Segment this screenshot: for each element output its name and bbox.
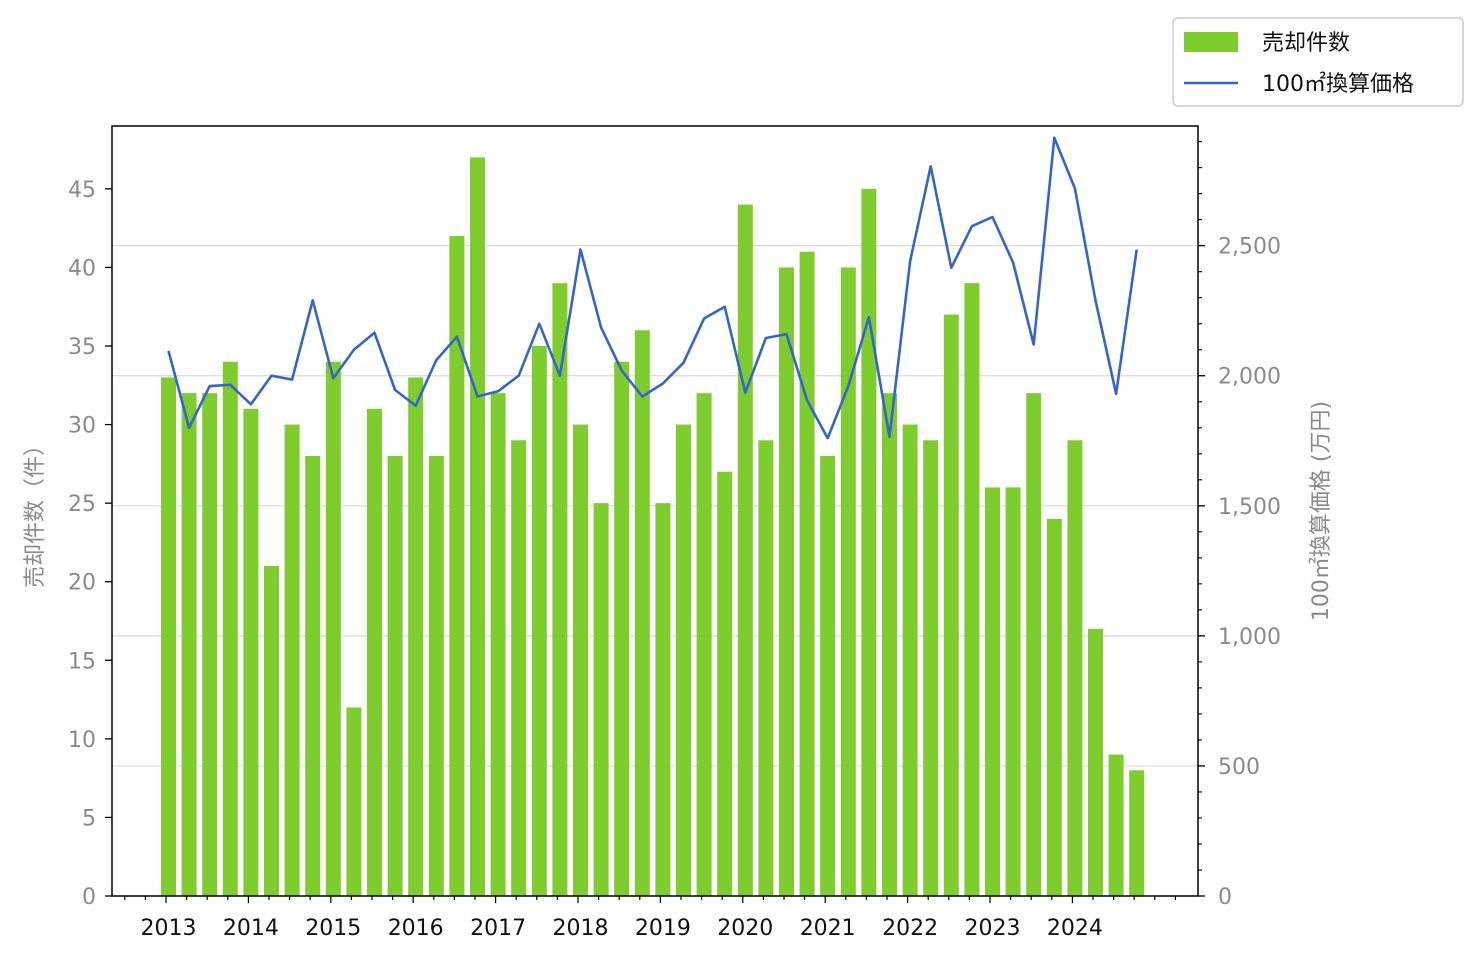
legend-swatch-bar [1184, 32, 1238, 52]
left-tick-label-8: 40 [68, 256, 96, 281]
bar-39 [964, 283, 980, 897]
right-tick-label-4: 2,000 [1218, 365, 1281, 390]
bar-0 [161, 377, 176, 896]
right-axis: 0 500 1,000 1,500 2,000 2,500 [1198, 141, 1281, 910]
x-tick-label-2017: 2017 [470, 916, 526, 941]
legend: 売却件数 100㎡換算価格 [1172, 17, 1464, 107]
bar-18 [531, 346, 547, 896]
bar-15 [470, 157, 485, 896]
bar-32 [820, 456, 836, 896]
left-tick-label-1: 5 [82, 806, 96, 831]
bar-23 [634, 330, 650, 896]
x-tick-label-2020: 2020 [717, 916, 773, 941]
line-series-group [167, 136, 1138, 440]
bar-11 [387, 456, 403, 896]
x-tick-label-2019: 2019 [635, 916, 691, 941]
bar-33 [840, 267, 856, 896]
bar-9 [346, 707, 362, 896]
bar-45 [1088, 628, 1103, 896]
right-tick-label-0: 0 [1218, 885, 1232, 910]
x-tick-label-2016: 2016 [388, 916, 444, 941]
bar-14 [449, 236, 465, 896]
bar-42 [1026, 393, 1042, 896]
bar-3 [222, 361, 238, 896]
bar-44 [1067, 440, 1083, 896]
left-tick-label-2: 10 [68, 728, 96, 753]
bar-37 [923, 440, 939, 896]
left-tick-label-0: 0 [82, 885, 96, 910]
bar-4 [243, 408, 259, 896]
left-tick-label-7: 35 [68, 335, 96, 360]
right-tick-label-1: 500 [1218, 755, 1260, 780]
price-line [167, 136, 1138, 440]
bar-19 [552, 283, 568, 897]
bar-28 [737, 204, 753, 897]
legend-label-line: 100㎡換算価格 [1262, 71, 1414, 97]
bar-8 [325, 361, 341, 896]
bar-36 [902, 424, 918, 896]
bar-17 [511, 440, 527, 896]
bar-47 [1129, 770, 1145, 896]
bar-29 [758, 440, 774, 896]
x-tick-label-2018: 2018 [553, 916, 609, 941]
left-tick-label-9: 45 [68, 178, 96, 203]
x-tick-label-2022: 2022 [882, 916, 938, 941]
right-tick-label-5: 2,500 [1218, 235, 1281, 260]
bar-20 [573, 424, 588, 896]
plot-frame [111, 125, 1199, 897]
left-tick-label-6: 30 [68, 414, 96, 439]
left-tick-label-5: 25 [68, 492, 96, 517]
legend-label-bar: 売却件数 [1262, 31, 1350, 56]
right-tick-label-2: 1,000 [1218, 625, 1281, 650]
x-tick-label-2013: 2013 [141, 916, 197, 941]
bar-30 [779, 267, 794, 896]
bar-2 [202, 393, 218, 896]
left-tick-label-4: 20 [68, 571, 96, 596]
bar-16 [490, 393, 506, 896]
left-axis: 0 5 10 15 20 25 30 35 40 45 [68, 178, 112, 910]
x-axis: 2013 2014 2015 2016 2017 2018 2019 2020 2021 2022… [124, 896, 1177, 941]
bar-21 [593, 503, 609, 896]
x-tick-label-2015: 2015 [305, 916, 361, 941]
bar-13 [428, 456, 444, 896]
x-tick-label-2014: 2014 [223, 916, 279, 941]
bar-7 [305, 456, 321, 896]
bar-34 [861, 188, 877, 896]
left-tick-label-3: 15 [68, 649, 96, 674]
bar-1 [181, 393, 197, 896]
bar-26 [696, 393, 712, 896]
left-axis-title: 売却件数（件） [23, 434, 48, 588]
right-tick-label-3: 1,500 [1218, 495, 1281, 520]
bar-22 [614, 361, 630, 896]
bar-5 [264, 566, 279, 896]
bar-10 [367, 408, 382, 896]
x-tick-label-2024: 2024 [1047, 916, 1103, 941]
bar-27 [717, 471, 733, 896]
right-axis-title: 100㎡換算価格 (万円) [1308, 401, 1334, 621]
bar-31 [799, 251, 815, 896]
bar-12 [408, 377, 424, 896]
bar-35 [882, 393, 897, 896]
bar-series [161, 157, 1145, 897]
bar-6 [284, 424, 300, 896]
bar-25 [676, 424, 691, 896]
bar-40 [985, 487, 1000, 896]
bar-41 [1005, 487, 1021, 896]
bar-46 [1108, 754, 1124, 896]
bar-43 [1046, 518, 1062, 896]
x-tick-label-2021: 2021 [800, 916, 856, 941]
x-tick-label-2023: 2023 [965, 916, 1021, 941]
bar-38 [943, 314, 959, 897]
bar-24 [655, 503, 671, 896]
legend-box [1172, 17, 1464, 107]
